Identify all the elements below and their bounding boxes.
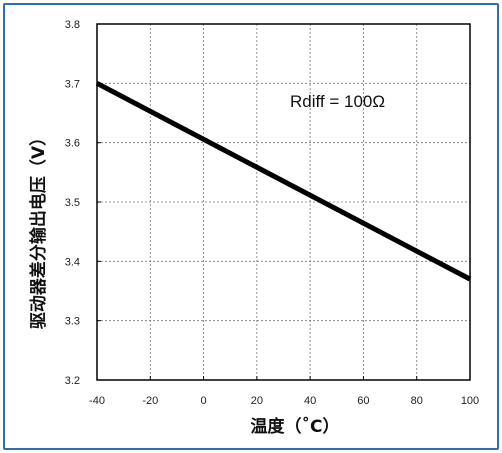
y-tick-label: 3.3 [65,316,80,328]
y-tick-label: 3.4 [65,256,80,268]
y-tick-label: 3.5 [65,197,80,209]
x-ticks: -40 -20 0 20 40 60 80 100 [89,376,479,407]
y-tick-label: 3.6 [65,138,80,150]
x-tick-label: -40 [89,395,105,407]
series-layer [95,81,472,282]
x-tick-label: 80 [411,395,423,407]
x-tick-label: 0 [201,395,207,407]
series-line-voltage [95,81,472,282]
x-tick-label: 60 [357,395,369,407]
x-tick-label: -20 [142,395,158,407]
y-axis-title: 驱动器差分输出电压（V） [28,129,49,329]
y-ticks: 3.2 3.3 3.4 3.5 3.6 3.7 3.8 [65,19,101,387]
y-tick-label: 3.7 [65,78,80,90]
x-tick-label: 20 [251,395,263,407]
x-tick-label: 40 [304,395,316,407]
y-tick-label: 3.8 [65,19,80,31]
grid [97,24,470,380]
x-axis-title: 温度（˚C） [251,415,340,437]
y-tick-label: 3.2 [65,375,80,387]
x-tick-label: 100 [461,395,479,407]
annotation-rdiff: Rdiff = 100Ω [290,92,385,111]
